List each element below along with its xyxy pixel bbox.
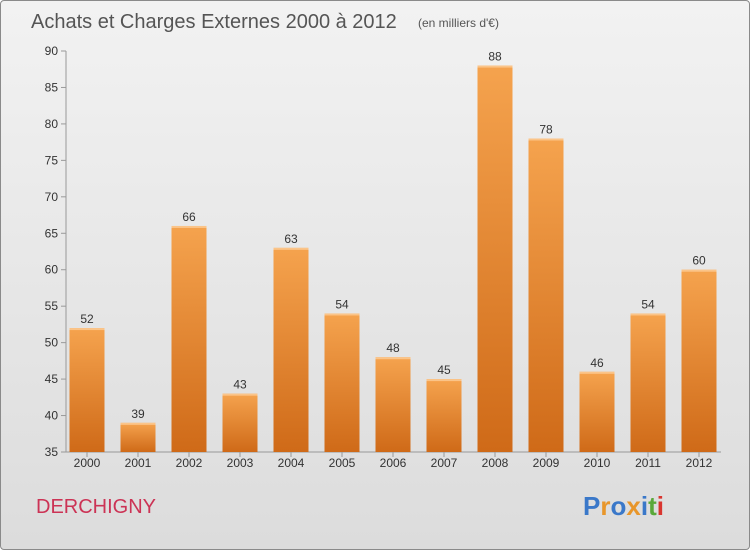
bar-2009 <box>528 138 564 452</box>
bar-top-highlight <box>273 247 309 250</box>
bar-top-highlight <box>324 313 360 316</box>
y-tick-label: 40 <box>45 409 59 423</box>
x-tick-label: 2006 <box>380 456 407 470</box>
logo-letter: o <box>610 491 626 521</box>
bar-2008 <box>477 65 513 452</box>
value-label: 54 <box>335 297 349 311</box>
chart-title: Achats et Charges Externes 2000 à 2012 <box>31 11 397 33</box>
value-label: 39 <box>131 407 145 421</box>
bar-2005 <box>324 313 360 452</box>
bar-2006 <box>375 357 411 452</box>
value-label: 48 <box>386 341 400 355</box>
value-label: 63 <box>284 232 298 246</box>
y-tick-label: 90 <box>45 44 59 58</box>
logo-letter: x <box>626 491 641 521</box>
y-tick-label: 35 <box>45 445 59 459</box>
bar-top-highlight <box>477 65 513 68</box>
logo-letter: r <box>600 491 610 521</box>
bar-top-highlight <box>222 393 258 396</box>
value-label: 54 <box>641 297 655 311</box>
bar-top-highlight <box>69 328 105 331</box>
bar-top-highlight <box>528 138 564 141</box>
bars-group: 52 39 66 43 63 54 48 45 88 78 46 54 60 <box>69 50 717 452</box>
x-tick-label: 2010 <box>584 456 611 470</box>
y-tick-label: 80 <box>45 117 59 131</box>
x-axis-ticks: 2000 2001 2002 2003 2004 2005 2006 2007 2008 2009… <box>74 452 713 470</box>
x-tick-label: 2009 <box>533 456 560 470</box>
x-tick-label: 2011 <box>635 456 661 470</box>
bar-2011 <box>630 313 666 452</box>
town-name: DERCHIGNY <box>36 496 156 518</box>
bar-top-highlight <box>630 313 666 316</box>
chart-subtitle: (en milliers d'€) <box>418 16 499 30</box>
x-tick-label: 2004 <box>278 456 305 470</box>
logo-letter: i <box>641 491 648 521</box>
bar-2003 <box>222 393 258 452</box>
y-tick-label: 55 <box>45 299 59 313</box>
bar-2007 <box>426 379 462 452</box>
bar-top-highlight <box>120 422 156 425</box>
y-tick-label: 65 <box>45 226 59 240</box>
x-tick-label: 2003 <box>227 456 254 470</box>
bar-2000 <box>69 328 105 452</box>
x-tick-label: 2008 <box>482 456 509 470</box>
y-tick-label: 75 <box>45 153 59 167</box>
bar-2012 <box>681 269 717 452</box>
bar-top-highlight <box>375 357 411 360</box>
bar-2001 <box>120 422 156 452</box>
x-tick-label: 2005 <box>329 456 356 470</box>
value-label: 52 <box>80 312 94 326</box>
x-tick-label: 2012 <box>686 456 713 470</box>
bar-top-highlight <box>579 371 615 374</box>
y-tick-label: 50 <box>45 336 59 350</box>
value-label: 60 <box>692 254 706 268</box>
value-label: 43 <box>233 378 247 392</box>
logo-letter: t <box>648 491 657 521</box>
bar-top-highlight <box>681 269 717 272</box>
bar-top-highlight <box>171 225 207 228</box>
x-tick-label: 2000 <box>74 456 101 470</box>
y-tick-label: 45 <box>45 372 59 386</box>
value-label: 46 <box>590 356 604 370</box>
x-tick-label: 2007 <box>431 456 458 470</box>
bar-top-highlight <box>426 379 462 382</box>
bar-2010 <box>579 371 615 452</box>
logo-letter: i <box>657 491 664 521</box>
y-tick-label: 85 <box>45 80 59 94</box>
proxiti-logo: Proxiti <box>583 491 664 521</box>
value-label: 88 <box>488 50 502 64</box>
bar-2004 <box>273 247 309 452</box>
value-label: 66 <box>182 210 196 224</box>
y-tick-label: 60 <box>45 263 59 277</box>
x-tick-label: 2002 <box>176 456 203 470</box>
value-label: 78 <box>539 122 553 136</box>
y-tick-label: 70 <box>45 190 59 204</box>
y-axis-ticks: 35 40 45 50 55 60 65 70 75 80 85 90 <box>45 44 66 459</box>
x-tick-label: 2001 <box>125 456 152 470</box>
logo-letter: P <box>583 491 600 521</box>
value-label: 45 <box>437 363 451 377</box>
bar-2002 <box>171 225 207 452</box>
